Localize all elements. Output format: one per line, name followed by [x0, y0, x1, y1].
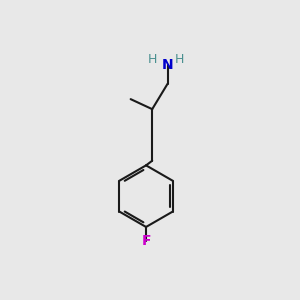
Text: F: F: [141, 234, 151, 248]
Text: H: H: [148, 52, 157, 66]
Text: H: H: [175, 52, 184, 66]
Text: N: N: [162, 58, 173, 72]
